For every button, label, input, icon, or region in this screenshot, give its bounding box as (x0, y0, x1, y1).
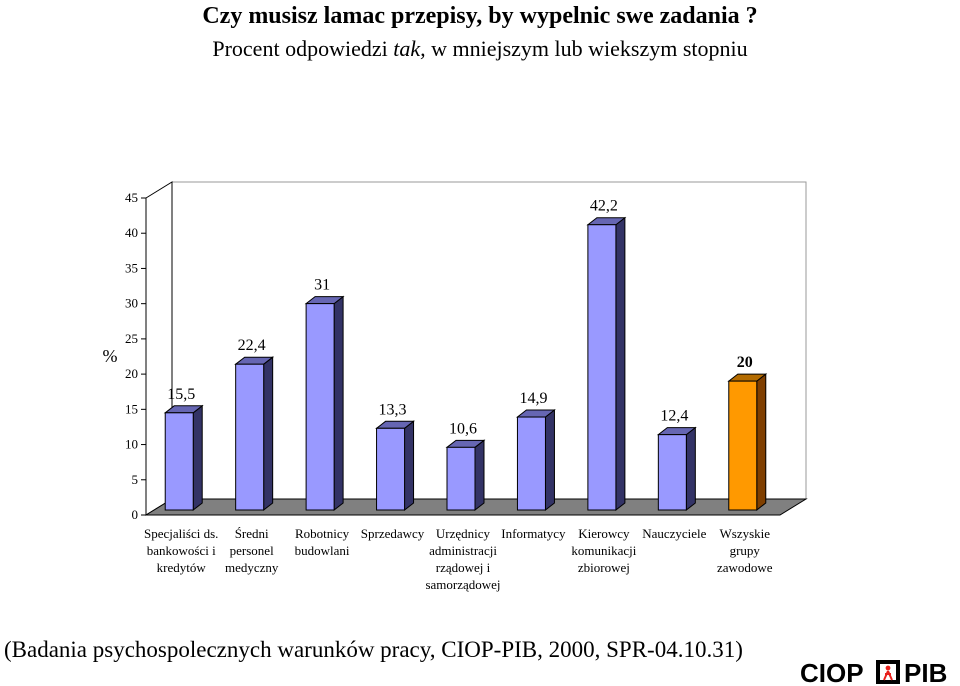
x-category-label-line: Robotnicy (295, 526, 350, 541)
bar-front (305, 303, 335, 511)
bar-front (657, 434, 687, 511)
y-tick-label: 35 (125, 260, 138, 275)
x-category-label-line: zbiorowej (578, 560, 630, 575)
data-label: 22,4 (238, 337, 266, 354)
x-category-label-line: bankowości i (147, 543, 216, 558)
y-tick-label: 0 (132, 507, 139, 522)
y-tick-label: 30 (125, 296, 138, 311)
x-category-label: Urzędnicy administracji rządowej i samorząd… (425, 526, 500, 592)
y-tick-label: 10 (125, 437, 138, 452)
bar-side (615, 216, 626, 512)
bar-side (192, 404, 203, 512)
x-axis-labels: Specjaliści ds. bankowości i kredytów Średn… (144, 526, 773, 592)
bar-side (474, 439, 485, 512)
x-category-label-line: budowlani (295, 543, 350, 558)
bar-front (516, 416, 546, 511)
subtitle-pre: Procent odpowiedzi (212, 36, 394, 61)
x-category-label-line: Średni (235, 526, 269, 541)
bar (586, 216, 627, 512)
bar-side (544, 409, 555, 512)
bar (445, 439, 486, 512)
bar (656, 426, 697, 512)
bar-front (235, 363, 265, 511)
x-category-label: Nauczyciele (642, 526, 706, 541)
bar-side (333, 295, 344, 512)
bar-chart: 0 5 10 15 20 25 30 35 40 45% 15,5 22,4 31 13,3 10,6 14… (103, 181, 808, 592)
chart-subtitle: Procent odpowiedzi tak, w mniejszym lub … (0, 35, 960, 63)
bar-side (685, 426, 696, 512)
svg-text:PIB: PIB (904, 658, 947, 686)
bar (163, 404, 204, 512)
y-tick-label: 45 (125, 190, 138, 205)
data-label: 10,6 (449, 420, 477, 437)
x-category-label-line: Wszyskie (720, 526, 771, 541)
bar (727, 373, 768, 512)
bar-front (164, 412, 194, 511)
data-label: 15,5 (167, 386, 195, 403)
bar (234, 356, 275, 512)
x-category-label-line: Nauczyciele (642, 526, 706, 541)
subtitle-italic: tak, (393, 36, 426, 61)
data-label: 31 (314, 277, 330, 294)
bar (515, 409, 556, 512)
svg-text:CIOP: CIOP (800, 658, 864, 686)
x-category-label: Sprzedawcy (361, 526, 425, 541)
x-category-label-line: Sprzedawcy (361, 526, 425, 541)
x-category-label-line: administracji (429, 543, 497, 558)
x-category-label-line: Kierowcy (578, 526, 630, 541)
bar-front (446, 446, 476, 511)
bar-side (263, 356, 274, 512)
bar-side (404, 420, 415, 512)
bar (375, 420, 416, 512)
x-category-label: Robotnicy budowlani (295, 526, 350, 558)
y-tick-label: 15 (125, 401, 138, 416)
x-category-label: Wszyskie grupy zawodowe (717, 526, 773, 575)
x-category-label-line: zawodowe (717, 560, 773, 575)
data-labels: 15,5 22,4 31 13,3 10,6 14,9 42,2 12,4 20 (167, 198, 753, 438)
x-category-label-line: grupy (730, 543, 761, 558)
x-category-label-line: rządowej i (436, 560, 491, 575)
x-category-label-line: samorządowej (425, 577, 500, 592)
data-label: 13,3 (379, 401, 407, 418)
x-category-label: Informatycy (501, 526, 566, 541)
x-category-label-line: medyczny (225, 560, 279, 575)
data-label: 42,2 (590, 198, 618, 215)
y-axis: 0 5 10 15 20 25 30 35 40 45% (103, 190, 147, 522)
x-category-label-line: Urzędnicy (436, 526, 491, 541)
chart-title: Czy musisz lamac przepisy, by wypelnic s… (202, 3, 758, 29)
x-category-label-line: Informatycy (501, 526, 566, 541)
x-category-label-line: Specjaliści ds. (144, 526, 218, 541)
bar-front (587, 224, 617, 511)
x-category-label-line: personel (230, 543, 274, 558)
source-note: (Badania psychospolecznych warunków prac… (4, 637, 743, 662)
y-tick-label: 40 (125, 225, 138, 240)
y-tick-label: 25 (125, 331, 138, 346)
x-category-label-line: komunikacji (571, 543, 636, 558)
bar-front (728, 380, 758, 511)
data-label: 12,4 (660, 408, 688, 425)
x-category-label-line: kredytów (157, 560, 207, 575)
ciop-pib-logo: CIOP PIB (800, 658, 947, 686)
x-category-label: Średni personel medyczny (225, 526, 279, 575)
y-tick-label: 20 (125, 366, 138, 381)
y-axis-label: % (103, 346, 118, 366)
data-label: 14,9 (519, 390, 547, 407)
bar (304, 295, 345, 512)
subtitle-post: w mniejszym lub wiekszym stopniu (425, 36, 748, 61)
bars (163, 216, 768, 512)
bar-front (376, 427, 406, 511)
bar-side (756, 373, 767, 512)
x-category-label: Specjaliści ds. bankowości i kredytów (144, 526, 218, 575)
y-tick-label: 5 (132, 472, 139, 487)
x-category-label: Kierowcy komunikacji zbiorowej (571, 526, 636, 575)
data-label: 20 (737, 354, 753, 371)
